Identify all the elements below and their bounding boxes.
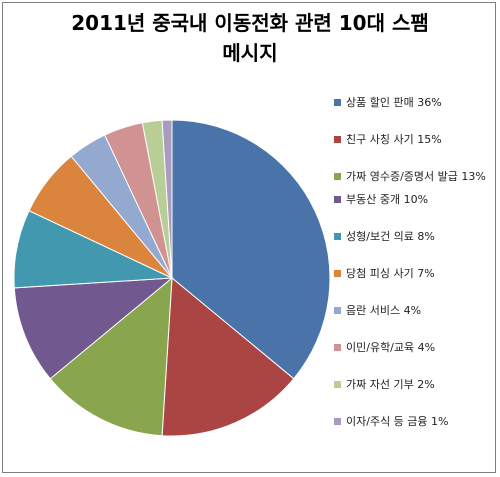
legend-swatch: [334, 99, 341, 106]
legend-label: 부동산 중개 10%: [346, 193, 429, 206]
legend-swatch: [334, 381, 341, 388]
legend-item: 이자/주식 등 금융 1%: [334, 415, 494, 429]
legend-item: 친구 사칭 사기 15%: [334, 133, 494, 147]
legend-swatch: [334, 344, 341, 351]
legend-label: 이민/유학/교육 4%: [346, 341, 436, 354]
legend-label: 음란 서비스 4%: [346, 304, 422, 317]
pie-slice-1: [171, 119, 331, 380]
legend-swatch: [334, 233, 341, 240]
legend-swatch: [334, 307, 341, 314]
legend-label: 가짜 자선 기부 2%: [346, 378, 435, 391]
legend-label: 친구 사칭 사기 15%: [346, 133, 442, 146]
legend-swatch: [334, 196, 341, 203]
legend-item: 이민/유학/교육 4%: [334, 341, 494, 355]
legend-item: 상품 할인 판매 36%: [334, 96, 494, 110]
pie-slice-10: [161, 119, 173, 279]
legend-swatch: [334, 418, 341, 425]
chart-title-line1: 2011년 중국내 이동전화 관련 10대 스팸: [71, 11, 429, 35]
pie-slice-4: [13, 277, 174, 380]
legend-swatch: [334, 173, 341, 180]
chart-legend: 상품 할인 판매 36% 친구 사칭 사기 15% 가짜 영수증/증명서 발급 …: [334, 96, 494, 452]
legend-item: 당첨 피싱 사기 7%: [334, 267, 494, 281]
legend-swatch: [334, 136, 341, 143]
legend-item: 음란 서비스 4%: [334, 304, 494, 318]
legend-item: 성형/보건 의료 8%: [334, 230, 494, 244]
legend-item: 가짜 영수증/증명서 발급 13%: [334, 170, 494, 184]
chart-title-line2: 메시지: [222, 41, 278, 65]
legend-label: 당첨 피싱 사기 7%: [346, 267, 435, 280]
legend-label: 상품 할인 판매 36%: [346, 96, 442, 109]
legend-item: 가짜 자선 기부 2%: [334, 378, 494, 392]
pie-slice-2: [161, 276, 295, 437]
legend-swatch: [334, 270, 341, 277]
legend-label: 이자/주식 등 금융 1%: [346, 415, 449, 428]
legend-label: 가짜 영수증/증명서 발급 13%: [346, 170, 486, 183]
pie-slice-3: [49, 276, 173, 437]
legend-item: 부동산 중개 10%: [334, 193, 494, 207]
chart-title: 2011년 중국내 이동전화 관련 10대 스팸 메시지: [0, 8, 500, 68]
legend-label: 성형/보건 의료 8%: [346, 230, 435, 243]
